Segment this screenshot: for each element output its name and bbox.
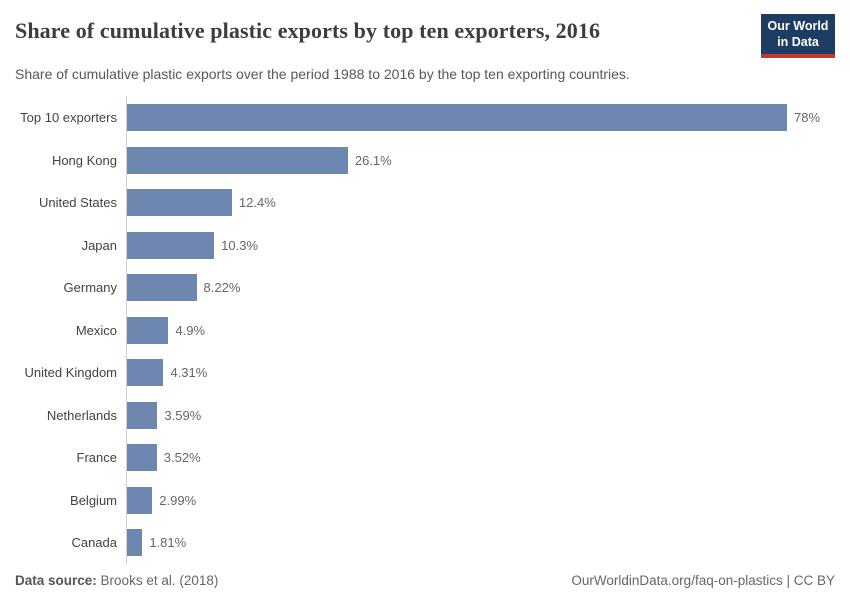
footer: Data source: Brooks et al. (2018) OurWor… (15, 573, 835, 588)
category-label: Mexico (75, 322, 117, 338)
value-label: 10.3% (221, 237, 259, 253)
value-label: 26.1% (354, 152, 392, 168)
chart-row: Germany 8.22% (15, 266, 835, 309)
bar-area: 4.9% (126, 308, 835, 352)
category-label: Canada (71, 535, 117, 551)
chart-row: France 3.52% (15, 436, 835, 479)
category-label: France (76, 450, 117, 466)
bar[interactable] (127, 486, 153, 514)
header: Share of cumulative plastic exports by t… (0, 0, 850, 59)
category-label: United States (38, 195, 117, 211)
value-label: 2.99% (159, 492, 197, 508)
bar[interactable] (127, 316, 169, 344)
owid-logo-line1: Our World (767, 19, 829, 33)
value-label: 78% (794, 110, 821, 126)
bar-area: 10.3% (126, 223, 835, 267)
category-label: Japan (81, 237, 117, 253)
value-label: 3.52% (163, 450, 201, 466)
value-label: 12.4% (238, 195, 276, 211)
bar[interactable] (127, 231, 215, 259)
bar[interactable] (127, 189, 232, 217)
bar-area: 12.4% (126, 181, 835, 224)
chart-row: Netherlands 3.59% (15, 393, 835, 437)
data-source-label: Data source: (15, 573, 97, 588)
category-label: United Kingdom (24, 365, 118, 381)
bar-area: 1.81% (126, 521, 835, 564)
bar[interactable] (127, 359, 164, 387)
bar[interactable] (127, 444, 157, 472)
value-label: 3.59% (164, 407, 202, 423)
chart-title: Share of cumulative plastic exports by t… (15, 18, 601, 43)
owid-logo[interactable]: Our World in Data (761, 14, 835, 59)
chart-row: Hong Kong 26.1% (15, 138, 835, 182)
owid-logo-line2: in Data (777, 34, 819, 49)
bar-area: 4.31% (126, 351, 835, 394)
category-label: Netherlands (46, 407, 117, 423)
category-label: Germany (63, 280, 117, 296)
chart-row: Canada 1.81% (15, 521, 835, 564)
data-source-value: Brooks et al. (2018) (100, 573, 219, 588)
bar[interactable] (127, 146, 348, 174)
value-label: 4.31% (170, 365, 208, 381)
value-label: 8.22% (203, 280, 241, 296)
bar[interactable] (127, 529, 143, 557)
chart-row: Top 10 exporters 78% (15, 96, 835, 139)
chart-row: Japan 10.3% (15, 223, 835, 267)
chart-row: United States 12.4% (15, 181, 835, 224)
bar[interactable] (127, 104, 787, 132)
category-label: Hong Kong (51, 152, 117, 168)
value-label: 4.9% (175, 322, 206, 338)
chart-row: Belgium 2.99% (15, 478, 835, 522)
bar-area: 8.22% (126, 266, 835, 309)
bar-area: 3.59% (126, 393, 835, 437)
bar-area: 26.1% (126, 138, 835, 182)
chart-row: United Kingdom 4.31% (15, 351, 835, 394)
bar-area: 78% (126, 96, 835, 139)
category-label: Top 10 exporters (20, 110, 117, 126)
bar[interactable] (127, 274, 197, 302)
data-source: Data source: Brooks et al. (2018) (15, 573, 218, 588)
bar-area: 2.99% (126, 478, 835, 522)
bar[interactable] (127, 401, 158, 429)
chart-subtitle: Share of cumulative plastic exports over… (15, 66, 630, 83)
category-label: Belgium (70, 492, 117, 508)
bar-area: 3.52% (126, 436, 835, 479)
chart: Top 10 exporters 78% Hong Kong 26.1% United … (15, 96, 835, 564)
credit-link[interactable]: OurWorldinData.org/faq-on-plastics | CC … (571, 573, 835, 588)
value-label: 1.81% (149, 535, 187, 551)
chart-row: Mexico 4.9% (15, 308, 835, 352)
